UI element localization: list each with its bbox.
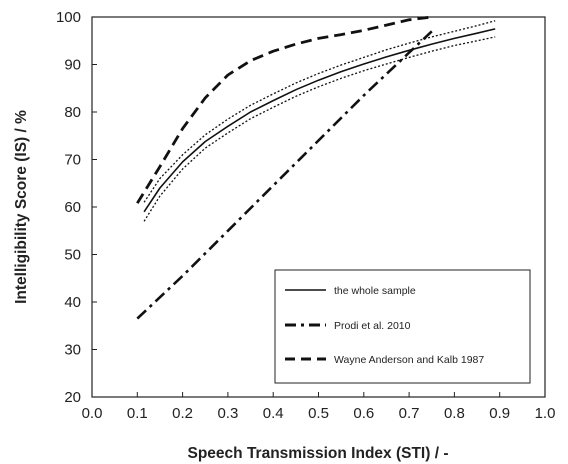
y-tick-label: 20 [64,389,81,406]
x-tick-label: 0.5 [308,405,329,422]
series-group [136,15,496,320]
legend-label-prodi: Prodi et al. 2010 [334,320,411,332]
x-tick-label: 0.6 [353,405,374,422]
x-tick-label: 0.7 [399,405,420,422]
x-tick-label: 0.8 [444,405,465,422]
y-tick-label: 100 [56,9,81,26]
x-tick-label: 0.4 [263,405,284,422]
series-line-0-solid [143,28,496,213]
legend-label-whole-sample: the whole sample [334,285,416,297]
x-tick-label: 1.0 [535,405,556,422]
x-tick-label: 0.2 [172,405,193,422]
legend: the whole sample Prodi et al. 2010 Wayne… [274,269,531,384]
y-tick-label: 50 [64,247,81,264]
x-tick-label: 0.0 [82,405,103,422]
y-tick-label: 70 [64,152,81,169]
legend-label-wayne-anderson: Wayne Anderson and Kalb 1987 [334,354,484,366]
y-tick-label: 80 [64,104,81,121]
series-line-1-dotted [143,20,496,203]
x-axis-title: Speech Transmission Index (STI) / - [188,445,449,462]
y-tick-label: 30 [64,342,81,359]
axis-ticks: 0.0 0.1 0.2 0.3 0.4 0.5 0.6 0.7 0.8 0.9 1.0 20 30 40 5… [56,9,555,422]
x-tick-label: 0.9 [489,405,510,422]
series-line-2-dotted [143,36,496,222]
y-tick-label: 90 [64,57,81,74]
x-tick-label: 0.1 [127,405,148,422]
y-tick-label: 40 [64,294,81,311]
y-tick-label: 60 [64,199,81,216]
x-tick-label: 0.3 [217,405,238,422]
series-line-3-dashdot [136,30,433,320]
y-axis-title: Intelligibility Score (IS) / % [13,110,30,304]
series-line-4-dashed [136,15,432,204]
